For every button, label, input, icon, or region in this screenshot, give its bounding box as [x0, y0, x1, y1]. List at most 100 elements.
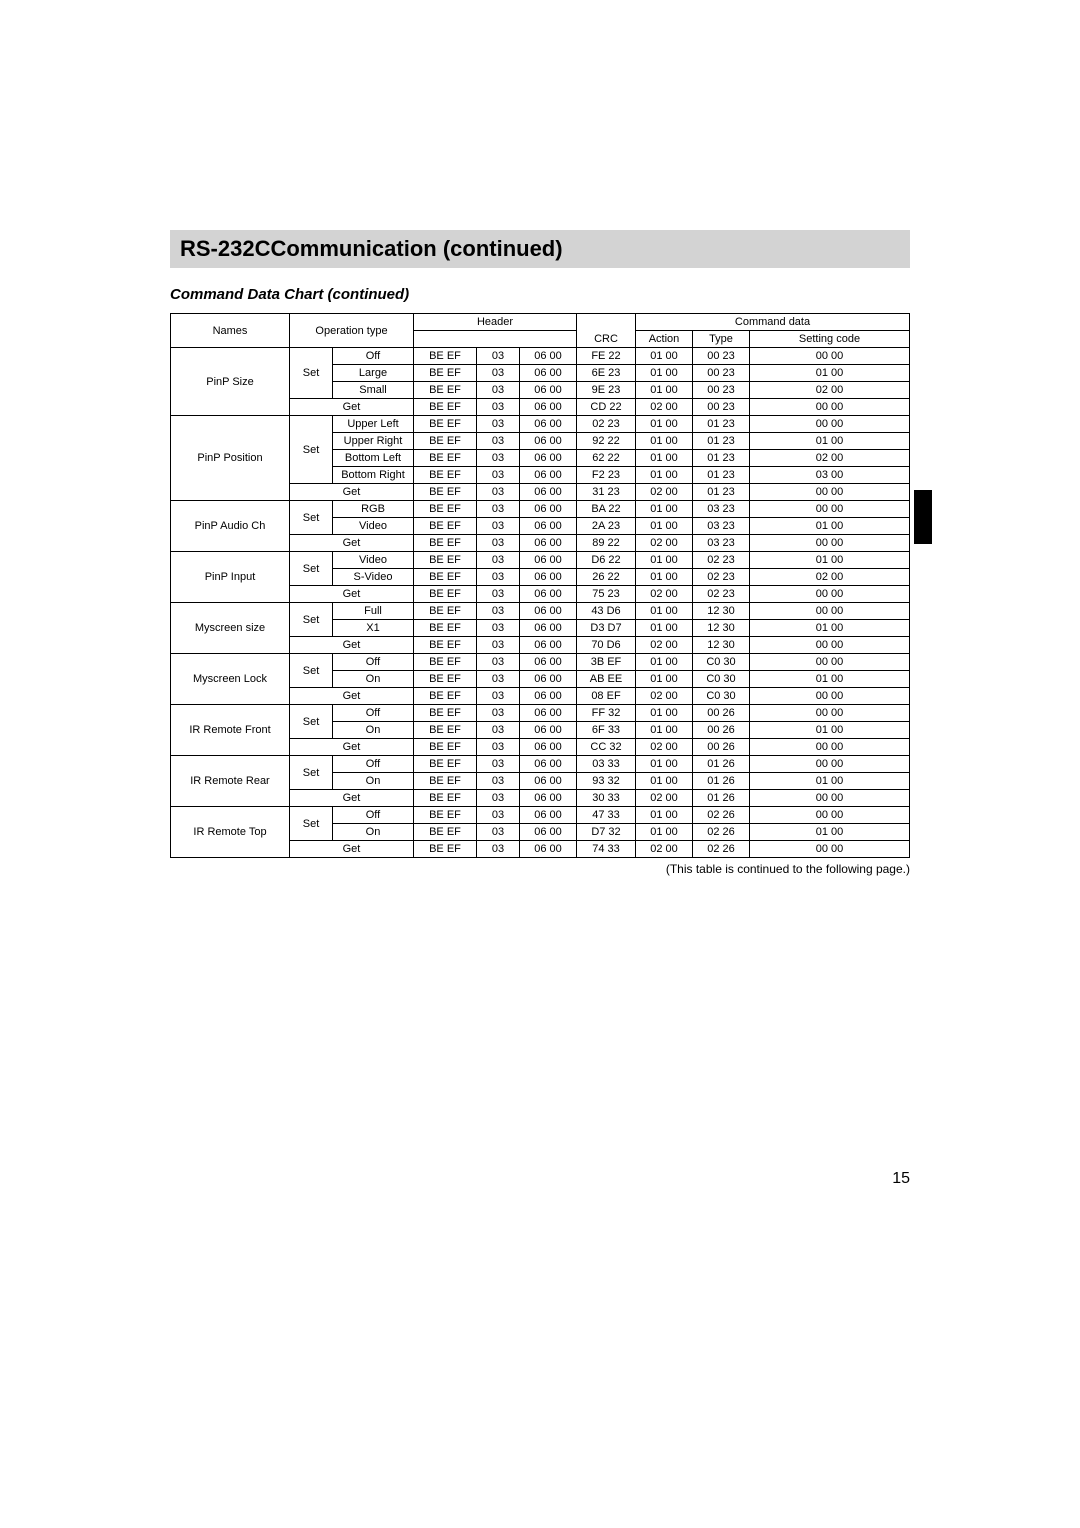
cell-h1: BE EF — [414, 569, 477, 586]
cell-code: 00 00 — [750, 348, 910, 365]
cell-h3: 06 00 — [520, 501, 577, 518]
cell-h2: 03 — [477, 824, 520, 841]
cell-type: 00 26 — [693, 739, 750, 756]
cell-h2: 03 — [477, 399, 520, 416]
cell-h3: 06 00 — [520, 841, 577, 858]
cell-action: 02 00 — [636, 790, 693, 807]
cell-crc: 89 22 — [577, 535, 636, 552]
cell-h1: BE EF — [414, 552, 477, 569]
cell-h3: 06 00 — [520, 348, 577, 365]
cell-crc: CD 22 — [577, 399, 636, 416]
cell-h1: BE EF — [414, 756, 477, 773]
cell-crc: 70 D6 — [577, 637, 636, 654]
op-set: Set — [290, 756, 333, 790]
cell-action: 01 00 — [636, 705, 693, 722]
cell-h2: 03 — [477, 467, 520, 484]
op-label: On — [333, 824, 414, 841]
cell-crc: AB EE — [577, 671, 636, 688]
cell-h2: 03 — [477, 484, 520, 501]
cell-action: 01 00 — [636, 382, 693, 399]
op-label: Off — [333, 654, 414, 671]
op-label: Upper Left — [333, 416, 414, 433]
cell-code: 01 00 — [750, 552, 910, 569]
cell-action: 02 00 — [636, 841, 693, 858]
cell-type: 00 23 — [693, 348, 750, 365]
cell-h2: 03 — [477, 450, 520, 467]
cell-h2: 03 — [477, 790, 520, 807]
cell-h1: BE EF — [414, 722, 477, 739]
op-label: Bottom Left — [333, 450, 414, 467]
cell-type: C0 30 — [693, 671, 750, 688]
cell-type: 12 30 — [693, 637, 750, 654]
cell-h2: 03 — [477, 637, 520, 654]
cell-crc: 93 32 — [577, 773, 636, 790]
page-number: 15 — [892, 1170, 910, 1188]
cell-code: 01 00 — [750, 365, 910, 382]
cell-type: 02 26 — [693, 841, 750, 858]
cell-type: C0 30 — [693, 688, 750, 705]
cell-h1: BE EF — [414, 688, 477, 705]
cell-h2: 03 — [477, 569, 520, 586]
cell-code: 01 00 — [750, 433, 910, 450]
cell-h2: 03 — [477, 773, 520, 790]
cell-type: 00 23 — [693, 365, 750, 382]
op-get: Get — [290, 790, 414, 807]
cell-action: 01 00 — [636, 824, 693, 841]
cell-h3: 06 00 — [520, 450, 577, 467]
cell-action: 01 00 — [636, 722, 693, 739]
cell-h1: BE EF — [414, 518, 477, 535]
op-label: Off — [333, 348, 414, 365]
cell-type: 03 23 — [693, 535, 750, 552]
cell-h3: 06 00 — [520, 569, 577, 586]
op-get: Get — [290, 841, 414, 858]
cell-h2: 03 — [477, 518, 520, 535]
cell-h1: BE EF — [414, 705, 477, 722]
cell-crc: CC 32 — [577, 739, 636, 756]
cell-type: 02 23 — [693, 586, 750, 603]
cell-code: 00 00 — [750, 688, 910, 705]
side-tab — [914, 490, 932, 544]
cell-type: 01 23 — [693, 467, 750, 484]
group-name: PinP Position — [171, 416, 290, 501]
group-name: Myscreen size — [171, 603, 290, 654]
cell-h1: BE EF — [414, 348, 477, 365]
cell-h2: 03 — [477, 841, 520, 858]
cell-h2: 03 — [477, 586, 520, 603]
cell-action: 01 00 — [636, 569, 693, 586]
cell-h3: 06 00 — [520, 484, 577, 501]
op-get: Get — [290, 637, 414, 654]
op-set: Set — [290, 603, 333, 637]
cell-crc: 6E 23 — [577, 365, 636, 382]
cell-code: 00 00 — [750, 399, 910, 416]
cell-crc: 3B EF — [577, 654, 636, 671]
cell-action: 01 00 — [636, 603, 693, 620]
cell-crc: 92 22 — [577, 433, 636, 450]
op-label: On — [333, 671, 414, 688]
group-name: IR Remote Top — [171, 807, 290, 858]
cell-h3: 06 00 — [520, 722, 577, 739]
cell-type: 00 26 — [693, 705, 750, 722]
table-row: PinP PositionSetUpper LeftBE EF0306 0002… — [171, 416, 910, 433]
cell-h2: 03 — [477, 705, 520, 722]
op-get: Get — [290, 535, 414, 552]
cell-h3: 06 00 — [520, 637, 577, 654]
cell-action: 01 00 — [636, 773, 693, 790]
cell-h1: BE EF — [414, 603, 477, 620]
cell-code: 02 00 — [750, 450, 910, 467]
table-header: NamesOperation typeHeaderCommand dataCRC… — [171, 314, 910, 348]
cell-action: 01 00 — [636, 807, 693, 824]
group-name: Myscreen Lock — [171, 654, 290, 705]
subtitle-continued: (continued) — [328, 286, 410, 303]
cell-crc: 2A 23 — [577, 518, 636, 535]
cell-h2: 03 — [477, 365, 520, 382]
cell-code: 03 00 — [750, 467, 910, 484]
cell-code: 00 00 — [750, 501, 910, 518]
cell-code: 01 00 — [750, 671, 910, 688]
cell-h2: 03 — [477, 671, 520, 688]
cell-h1: BE EF — [414, 433, 477, 450]
cell-h2: 03 — [477, 535, 520, 552]
cell-h1: BE EF — [414, 382, 477, 399]
op-set: Set — [290, 552, 333, 586]
op-label: Video — [333, 518, 414, 535]
cell-crc: FE 22 — [577, 348, 636, 365]
